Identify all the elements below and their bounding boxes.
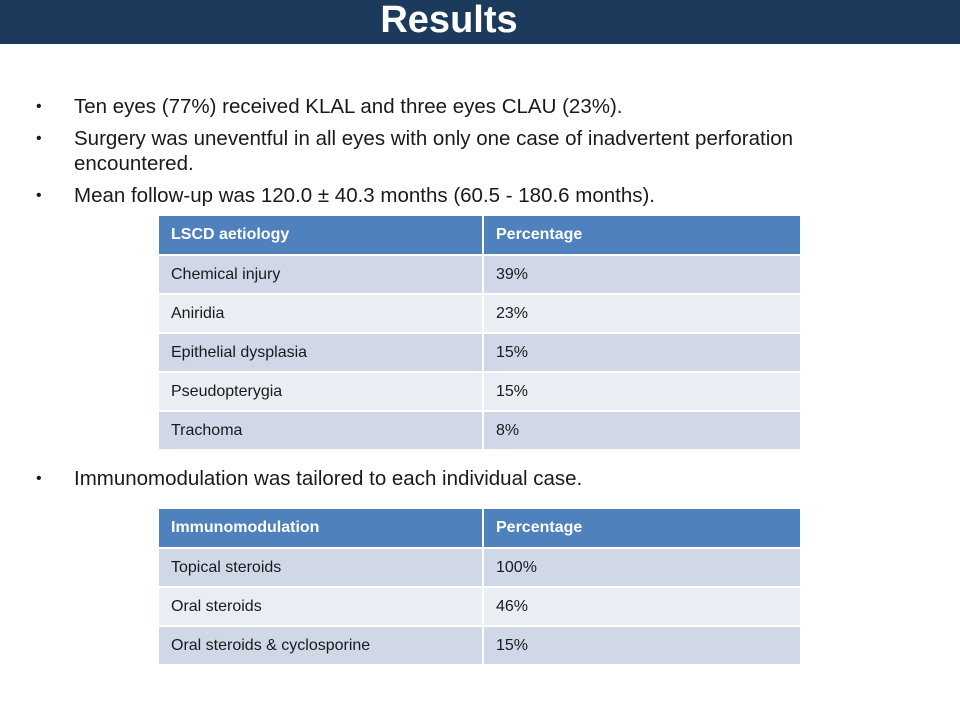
table-cell: 23% <box>483 294 802 334</box>
bullet-list-bottom: • Immunomodulation was tailored to each … <box>36 466 836 498</box>
aetiology-table: LSCD aetiology Percentage Chemical injur… <box>159 216 802 451</box>
table-cell: Aniridia <box>159 294 484 334</box>
table-cell: Epithelial dysplasia <box>159 333 484 373</box>
table-row: Chemical injury 39% <box>159 255 802 295</box>
column-header: Immunomodulation <box>159 509 484 549</box>
table-cell: 15% <box>483 372 802 412</box>
bullet-icon: • <box>36 98 42 115</box>
table-cell: 100% <box>483 548 802 588</box>
immunomodulation-table: Immunomodulation Percentage Topical ster… <box>159 509 802 666</box>
table-row: Topical steroids 100% <box>159 548 802 588</box>
bullet-item: • Mean follow-up was 120.0 ± 40.3 months… <box>36 183 836 208</box>
table-cell: 15% <box>483 626 802 666</box>
table-header-row: LSCD aetiology Percentage <box>159 216 802 256</box>
table-row: Pseudopterygia 15% <box>159 372 802 412</box>
table-cell: 39% <box>483 255 802 295</box>
column-header: Percentage <box>483 216 802 256</box>
bullet-text: Mean follow-up was 120.0 ± 40.3 months (… <box>74 184 656 207</box>
table-cell: 15% <box>483 333 802 373</box>
table-row: Oral steroids & cyclosporine 15% <box>159 626 802 666</box>
table-row: Aniridia 23% <box>159 294 802 334</box>
column-header: LSCD aetiology <box>159 216 484 256</box>
table-row: Oral steroids 46% <box>159 587 802 627</box>
table-cell: Trachoma <box>159 411 484 451</box>
table-cell: Chemical injury <box>159 255 484 295</box>
bullet-item: • Ten eyes (77%) received KLAL and three… <box>36 94 836 119</box>
bullet-item: • Immunomodulation was tailored to each … <box>36 466 836 491</box>
bullet-text: Immunomodulation was tailored to each in… <box>74 467 583 490</box>
title-bar <box>0 0 960 44</box>
bullet-icon: • <box>36 187 42 204</box>
table-cell: Topical steroids <box>159 548 484 588</box>
table-cell: 8% <box>483 411 802 451</box>
bullet-text: Surgery was uneventful in all eyes with … <box>74 127 794 175</box>
table-cell: Oral steroids <box>159 587 484 627</box>
bullet-icon: • <box>36 130 42 147</box>
column-header: Percentage <box>483 509 802 549</box>
table-cell: 46% <box>483 587 802 627</box>
table-cell: Pseudopterygia <box>159 372 484 412</box>
bullet-icon: • <box>36 470 42 487</box>
table-row: Trachoma 8% <box>159 411 802 451</box>
table-row: Epithelial dysplasia 15% <box>159 333 802 373</box>
slide-title: Results <box>380 0 518 41</box>
bullet-list-top: • Ten eyes (77%) received KLAL and three… <box>36 94 836 215</box>
bullet-text: Ten eyes (77%) received KLAL and three e… <box>74 95 623 118</box>
bullet-item: • Surgery was uneventful in all eyes wit… <box>36 126 836 176</box>
table-cell: Oral steroids & cyclosporine <box>159 626 484 666</box>
table-header-row: Immunomodulation Percentage <box>159 509 802 549</box>
